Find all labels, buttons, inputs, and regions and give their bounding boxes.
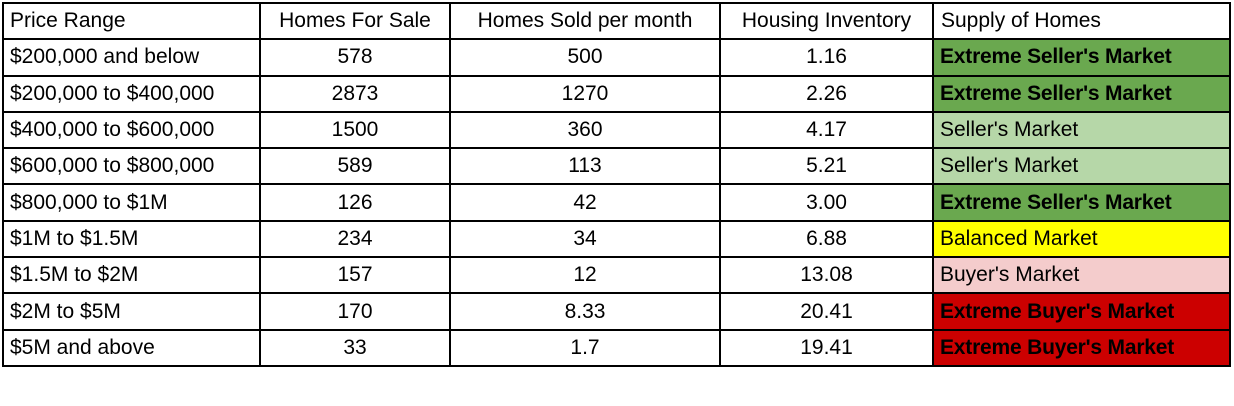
homes-sold-cell: 360 (449, 110, 721, 150)
homes-sold-cell: 500 (449, 38, 721, 77)
table-row: $1M to $1.5M 234 34 6.88 Balanced Market (2, 219, 1231, 259)
homes-sold-cell: 34 (449, 219, 721, 259)
table-row: $600,000 to $800,000 589 113 5.21 Seller… (2, 147, 1231, 186)
table-row: $5M and above 33 1.7 19.41 Extreme Buyer… (2, 328, 1231, 367)
header-homes-sold-per-month: Homes Sold per month (449, 1, 721, 41)
price-range-cell: $200,000 to $400,000 (2, 74, 261, 113)
price-range-cell: $1M to $1.5M (2, 219, 261, 259)
header-supply-of-homes: Supply of Homes (932, 1, 1231, 41)
price-range-cell: $600,000 to $800,000 (2, 147, 261, 186)
housing-inventory-cell: 3.00 (719, 183, 934, 222)
homes-sold-cell: 42 (449, 183, 721, 222)
table-row: $2M to $5M 170 8.33 20.41 Extreme Buyer'… (2, 292, 1231, 331)
supply-of-homes-cell: Extreme Buyer's Market (932, 292, 1231, 331)
homes-for-sale-cell: 157 (259, 256, 451, 295)
housing-inventory-cell: 1.16 (719, 38, 934, 77)
supply-of-homes-cell: Extreme Seller's Market (932, 38, 1231, 77)
header-price-range: Price Range (2, 1, 261, 41)
housing-inventory-cell: 20.41 (719, 292, 934, 331)
supply-of-homes-cell: Buyer's Market (932, 256, 1231, 295)
housing-inventory-cell: 6.88 (719, 219, 934, 259)
header-housing-inventory: Housing Inventory (719, 1, 934, 41)
homes-sold-cell: 113 (449, 147, 721, 186)
price-range-cell: $800,000 to $1M (2, 183, 261, 222)
table-row: $200,000 and below 578 500 1.16 Extreme … (2, 38, 1231, 77)
header-homes-for-sale: Homes For Sale (259, 1, 451, 41)
supply-of-homes-cell: Balanced Market (932, 219, 1231, 259)
housing-market-table: Price Range Homes For Sale Homes Sold pe… (2, 1, 1231, 367)
table-row: $800,000 to $1M 126 42 3.00 Extreme Sell… (2, 183, 1231, 222)
homes-for-sale-cell: 578 (259, 38, 451, 77)
homes-for-sale-cell: 170 (259, 292, 451, 331)
supply-of-homes-cell: Extreme Seller's Market (932, 183, 1231, 222)
price-range-cell: $1.5M to $2M (2, 256, 261, 295)
supply-of-homes-cell: Seller's Market (932, 147, 1231, 186)
housing-inventory-cell: 5.21 (719, 147, 934, 186)
supply-of-homes-cell: Extreme Seller's Market (932, 74, 1231, 113)
header-row: Price Range Homes For Sale Homes Sold pe… (2, 1, 1231, 41)
homes-sold-cell: 1270 (449, 74, 721, 113)
supply-of-homes-cell: Seller's Market (932, 110, 1231, 150)
homes-sold-cell: 8.33 (449, 292, 721, 331)
housing-inventory-cell: 19.41 (719, 328, 934, 367)
homes-sold-cell: 12 (449, 256, 721, 295)
homes-for-sale-cell: 1500 (259, 110, 451, 150)
supply-of-homes-cell: Extreme Buyer's Market (932, 328, 1231, 367)
table-row: $200,000 to $400,000 2873 1270 2.26 Extr… (2, 74, 1231, 113)
homes-for-sale-cell: 33 (259, 328, 451, 367)
housing-inventory-cell: 2.26 (719, 74, 934, 113)
price-range-cell: $2M to $5M (2, 292, 261, 331)
price-range-cell: $400,000 to $600,000 (2, 110, 261, 150)
price-range-cell: $5M and above (2, 328, 261, 367)
housing-inventory-cell: 13.08 (719, 256, 934, 295)
housing-inventory-cell: 4.17 (719, 110, 934, 150)
homes-sold-cell: 1.7 (449, 328, 721, 367)
homes-for-sale-cell: 234 (259, 219, 451, 259)
homes-for-sale-cell: 589 (259, 147, 451, 186)
table-row: $1.5M to $2M 157 12 13.08 Buyer's Market (2, 256, 1231, 295)
price-range-cell: $200,000 and below (2, 38, 261, 77)
table-row: $400,000 to $600,000 1500 360 4.17 Selle… (2, 110, 1231, 150)
homes-for-sale-cell: 126 (259, 183, 451, 222)
homes-for-sale-cell: 2873 (259, 74, 451, 113)
